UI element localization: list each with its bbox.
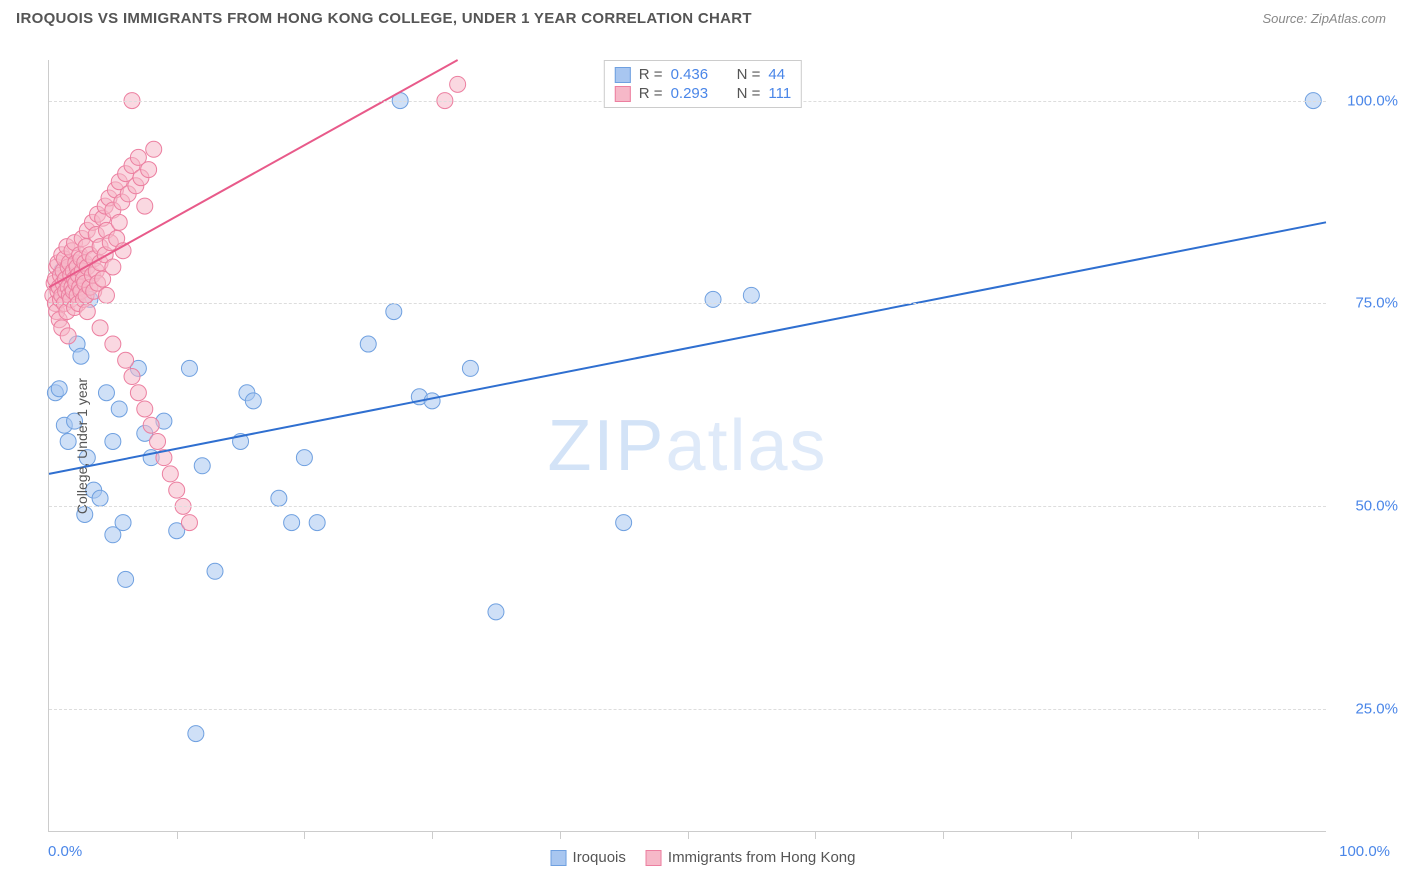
data-point: [424, 393, 440, 409]
data-point: [143, 417, 159, 433]
x-tick: [1198, 831, 1199, 839]
data-point: [386, 304, 402, 320]
legend-n-label: N =: [737, 66, 761, 83]
data-point: [118, 352, 134, 368]
trend-line: [49, 222, 1326, 474]
legend-swatch: [646, 850, 662, 866]
legend-row: R = 0.293 N = 111: [615, 84, 791, 103]
legend-row: R = 0.436 N = 44: [615, 65, 791, 84]
data-point: [141, 162, 157, 178]
legend-n-value: 111: [768, 85, 791, 102]
data-point: [245, 393, 261, 409]
data-point: [111, 401, 127, 417]
data-point: [181, 360, 197, 376]
x-axis-min-label: 0.0%: [48, 843, 82, 860]
x-tick: [688, 831, 689, 839]
data-point: [743, 287, 759, 303]
chart-title: IROQUOIS VS IMMIGRANTS FROM HONG KONG CO…: [16, 10, 752, 27]
data-point: [98, 287, 114, 303]
data-point: [105, 433, 121, 449]
series-legend: Iroquois Immigrants from Hong Kong: [551, 849, 856, 866]
data-point: [137, 198, 153, 214]
data-point: [181, 515, 197, 531]
series-legend-label: Iroquois: [573, 849, 626, 866]
data-point: [284, 515, 300, 531]
data-point: [488, 604, 504, 620]
data-point: [296, 450, 312, 466]
data-point: [207, 563, 223, 579]
trend-line: [49, 60, 458, 287]
x-tick: [943, 831, 944, 839]
data-point: [137, 401, 153, 417]
gridline: [49, 709, 1326, 710]
source-attribution: Source: ZipAtlas.com: [1262, 11, 1386, 26]
legend-swatch: [551, 850, 567, 866]
x-tick: [304, 831, 305, 839]
data-point: [51, 381, 67, 397]
data-point: [92, 490, 108, 506]
series-legend-item: Immigrants from Hong Kong: [646, 849, 856, 866]
data-point: [73, 348, 89, 364]
data-point: [194, 458, 210, 474]
legend-r-value: 0.293: [671, 85, 709, 102]
chart-plot-area: ZIPatlas 25.0%50.0%75.0%100.0%: [48, 60, 1326, 832]
scatter-plot-svg: [49, 60, 1326, 831]
legend-r-label: R =: [639, 85, 663, 102]
y-tick-label: 100.0%: [1334, 92, 1398, 109]
data-point: [130, 385, 146, 401]
data-point: [79, 304, 95, 320]
data-point: [146, 141, 162, 157]
legend-n-label: N =: [737, 85, 761, 102]
legend-r-value: 0.436: [671, 66, 709, 83]
data-point: [169, 482, 185, 498]
y-tick-label: 25.0%: [1334, 701, 1398, 718]
legend-r-label: R =: [639, 66, 663, 83]
gridline: [49, 303, 1326, 304]
y-tick-label: 75.0%: [1334, 295, 1398, 312]
x-axis-max-label: 100.0%: [1339, 843, 1390, 860]
legend-n-value: 44: [768, 66, 785, 83]
data-point: [105, 336, 121, 352]
legend-swatch: [615, 86, 631, 102]
data-point: [105, 259, 121, 275]
data-point: [92, 320, 108, 336]
data-point: [118, 571, 134, 587]
data-point: [616, 515, 632, 531]
x-tick: [815, 831, 816, 839]
x-tick: [177, 831, 178, 839]
series-legend-item: Iroquois: [551, 849, 626, 866]
series-legend-label: Immigrants from Hong Kong: [668, 849, 856, 866]
correlation-legend: R = 0.436 N = 44 R = 0.293 N = 111: [604, 60, 802, 108]
data-point: [309, 515, 325, 531]
x-tick: [1071, 831, 1072, 839]
data-point: [462, 360, 478, 376]
y-axis-label: College, Under 1 year: [74, 378, 90, 514]
data-point: [705, 291, 721, 307]
legend-swatch: [615, 67, 631, 83]
data-point: [124, 369, 140, 385]
data-point: [98, 385, 114, 401]
y-tick-label: 50.0%: [1334, 498, 1398, 515]
x-tick: [432, 831, 433, 839]
data-point: [162, 466, 178, 482]
data-point: [450, 76, 466, 92]
data-point: [271, 490, 287, 506]
data-point: [111, 214, 127, 230]
x-tick: [560, 831, 561, 839]
gridline: [49, 506, 1326, 507]
data-point: [188, 726, 204, 742]
data-point: [360, 336, 376, 352]
data-point: [115, 515, 131, 531]
data-point: [60, 328, 76, 344]
data-point: [150, 433, 166, 449]
